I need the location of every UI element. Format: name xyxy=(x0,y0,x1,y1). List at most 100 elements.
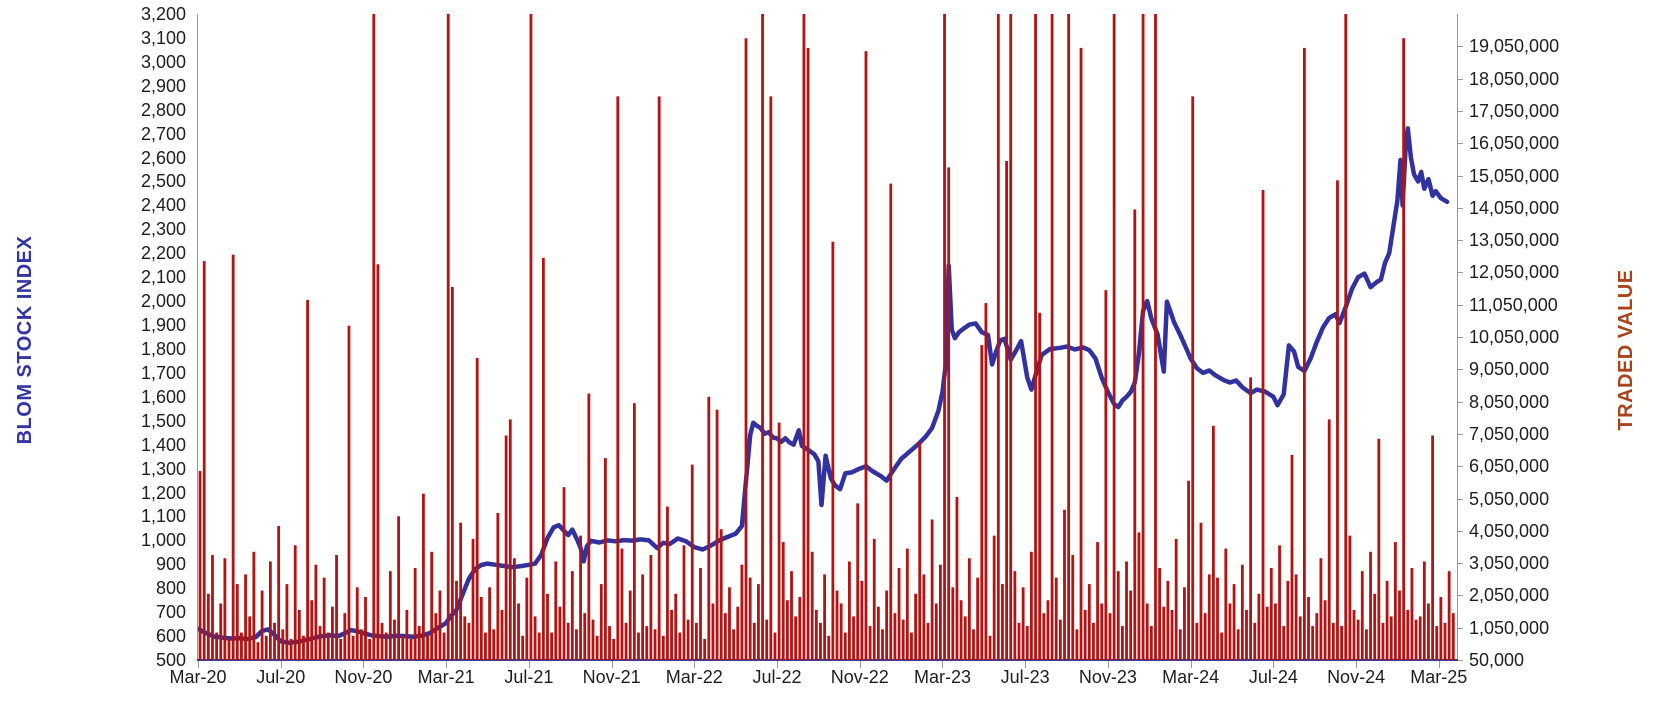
y-right-tick-label: 9,050,000 xyxy=(1469,359,1550,380)
x-axis-tick-label: Mar-22 xyxy=(665,667,723,687)
x-axis-tick-mark xyxy=(611,661,613,668)
y-left-tick-label: 700 xyxy=(155,602,186,623)
y-right-tick-mark xyxy=(1457,627,1463,629)
x-axis-tick-label: Mar-21 xyxy=(417,667,475,687)
y-left-tick-label: 1,800 xyxy=(140,338,186,359)
x-axis-tick-label: Jul-23 xyxy=(1000,667,1050,687)
y-left-tick-label: 2,800 xyxy=(140,99,186,120)
x-axis-tick-mark xyxy=(446,661,448,668)
x-axis-tick-mark xyxy=(363,661,365,668)
y-left-tick-label: 1,400 xyxy=(140,434,186,455)
y-left-tick-label: 2,700 xyxy=(140,123,186,144)
y-right-tick-mark xyxy=(1457,530,1463,532)
blom-stock-index-line xyxy=(198,126,1450,646)
y-left-tick-label: 900 xyxy=(155,554,186,575)
x-axis-tick-label: Nov-21 xyxy=(582,667,641,687)
x-axis-tick-label: Nov-22 xyxy=(830,667,889,687)
y-right-tick-label: 5,050,000 xyxy=(1469,488,1550,509)
x-axis-tick-label: Nov-20 xyxy=(334,667,393,687)
y-right-tick-mark xyxy=(1457,143,1463,145)
y-right-tick-label: 11,050,000 xyxy=(1469,294,1558,315)
x-axis-tick-label: Jul-22 xyxy=(752,667,802,687)
y-left-tick-label: 3,000 xyxy=(140,51,186,72)
y-right-tick-label: 15,050,000 xyxy=(1469,165,1560,186)
y-left-tick-label: 2,500 xyxy=(140,171,186,192)
y-right-tick-mark xyxy=(1457,369,1463,371)
y-left-tick-label: 500 xyxy=(155,650,186,670)
x-axis-tick-mark xyxy=(694,661,696,668)
y-right-tick-label: 6,050,000 xyxy=(1469,456,1550,477)
x-axis-tick-mark xyxy=(859,661,861,668)
y-right-tick-mark xyxy=(1457,110,1463,112)
y-right-tick-label: 1,050,000 xyxy=(1469,617,1550,638)
x-axis-tick-label: Mar-20 xyxy=(169,667,227,687)
y-left-tick-label: 1,000 xyxy=(140,530,186,551)
x-axis-tick-mark xyxy=(1190,661,1192,668)
plot-area xyxy=(198,14,1455,660)
y-left-tick-label: 1,600 xyxy=(140,386,186,407)
right-axis-title: TRADED VALUE xyxy=(1615,269,1637,431)
x-axis-tick-label: Jul-21 xyxy=(504,667,554,687)
y-right-tick-mark xyxy=(1457,207,1463,209)
y-right-tick-label: 13,050,000 xyxy=(1469,230,1560,251)
x-axis-tick-mark xyxy=(777,661,779,668)
x-axis-tick-mark xyxy=(942,661,944,668)
y-left-tick-label: 3,100 xyxy=(140,27,186,48)
y-right-tick-label: 17,050,000 xyxy=(1469,100,1560,121)
y-right-tick-label: 4,050,000 xyxy=(1469,520,1550,541)
y-right-tick-mark xyxy=(1457,337,1463,338)
y-right-tick-mark xyxy=(1457,466,1463,468)
left-axis-line xyxy=(197,14,198,660)
y-right-tick-mark xyxy=(1457,272,1463,274)
x-axis-tick-label: Jul-24 xyxy=(1248,667,1298,687)
y-right-tick-mark xyxy=(1457,498,1463,500)
bottom-axis-line xyxy=(197,659,1458,661)
y-left-tick-label: 1,200 xyxy=(140,482,186,503)
y-left-tick-label: 2,100 xyxy=(140,267,186,288)
y-right-tick-label: 3,050,000 xyxy=(1469,553,1550,574)
y-right-tick-label: 16,050,000 xyxy=(1469,133,1560,154)
y-right-tick-mark xyxy=(1457,175,1463,177)
y-left-tick-label: 1,700 xyxy=(140,362,186,383)
traded-value-bars xyxy=(198,14,1455,660)
y-right-tick-label: 18,050,000 xyxy=(1469,68,1560,89)
x-axis-tick-mark xyxy=(1107,661,1109,668)
x-axis-tick-label: Nov-23 xyxy=(1078,667,1137,687)
x-axis-tick-mark xyxy=(1025,661,1027,668)
y-left-tick-label: 800 xyxy=(155,578,186,599)
x-axis-tick-mark xyxy=(528,661,530,668)
y-right-tick-label: 8,050,000 xyxy=(1469,391,1550,412)
x-axis-tick-label: Mar-24 xyxy=(1162,667,1220,687)
y-left-tick-label: 1,500 xyxy=(140,410,186,431)
y-right-tick-label: 7,050,000 xyxy=(1469,423,1550,444)
y-left-tick-label: 3,200 xyxy=(140,4,186,24)
y-right-tick-label: 10,050,000 xyxy=(1469,327,1560,347)
y-right-tick-mark xyxy=(1457,401,1463,403)
y-left-tick-label: 2,200 xyxy=(140,243,186,264)
y-left-tick-label: 2,400 xyxy=(140,195,186,216)
y-right-tick-mark xyxy=(1457,78,1463,80)
x-axis-tick-mark xyxy=(280,661,282,668)
y-left-tick-label: 2,000 xyxy=(140,291,186,312)
y-right-tick-label: 2,050,000 xyxy=(1469,585,1550,606)
y-right-tick-mark xyxy=(1457,563,1463,565)
x-axis-tick-label: Mar-23 xyxy=(913,667,971,687)
y-right-tick-label: 50,000 xyxy=(1469,650,1525,670)
y-left-tick-label: 2,900 xyxy=(140,75,186,96)
y-left-tick-label: 2,300 xyxy=(140,219,186,240)
y-right-tick-mark xyxy=(1457,304,1463,306)
y-right-tick-mark xyxy=(1457,433,1463,435)
y-left-tick-label: 2,600 xyxy=(140,147,186,168)
y-left-tick-label: 600 xyxy=(155,626,186,647)
y-right-tick-mark xyxy=(1457,240,1463,242)
x-axis-tick-label: Jul-20 xyxy=(256,667,306,687)
x-axis-tick-label: Mar-25 xyxy=(1410,667,1468,687)
y-left-tick-label: 1,900 xyxy=(140,315,186,336)
y-right-tick-label: 19,050,000 xyxy=(1469,36,1560,57)
x-axis-tick-mark xyxy=(198,661,199,668)
x-axis-tick-mark xyxy=(1438,661,1440,668)
x-axis-tick-label: Nov-24 xyxy=(1327,667,1386,687)
y-right-tick-label: 12,050,000 xyxy=(1469,262,1560,283)
y-right-tick-mark xyxy=(1457,660,1463,661)
right-axis-line xyxy=(1457,14,1458,660)
